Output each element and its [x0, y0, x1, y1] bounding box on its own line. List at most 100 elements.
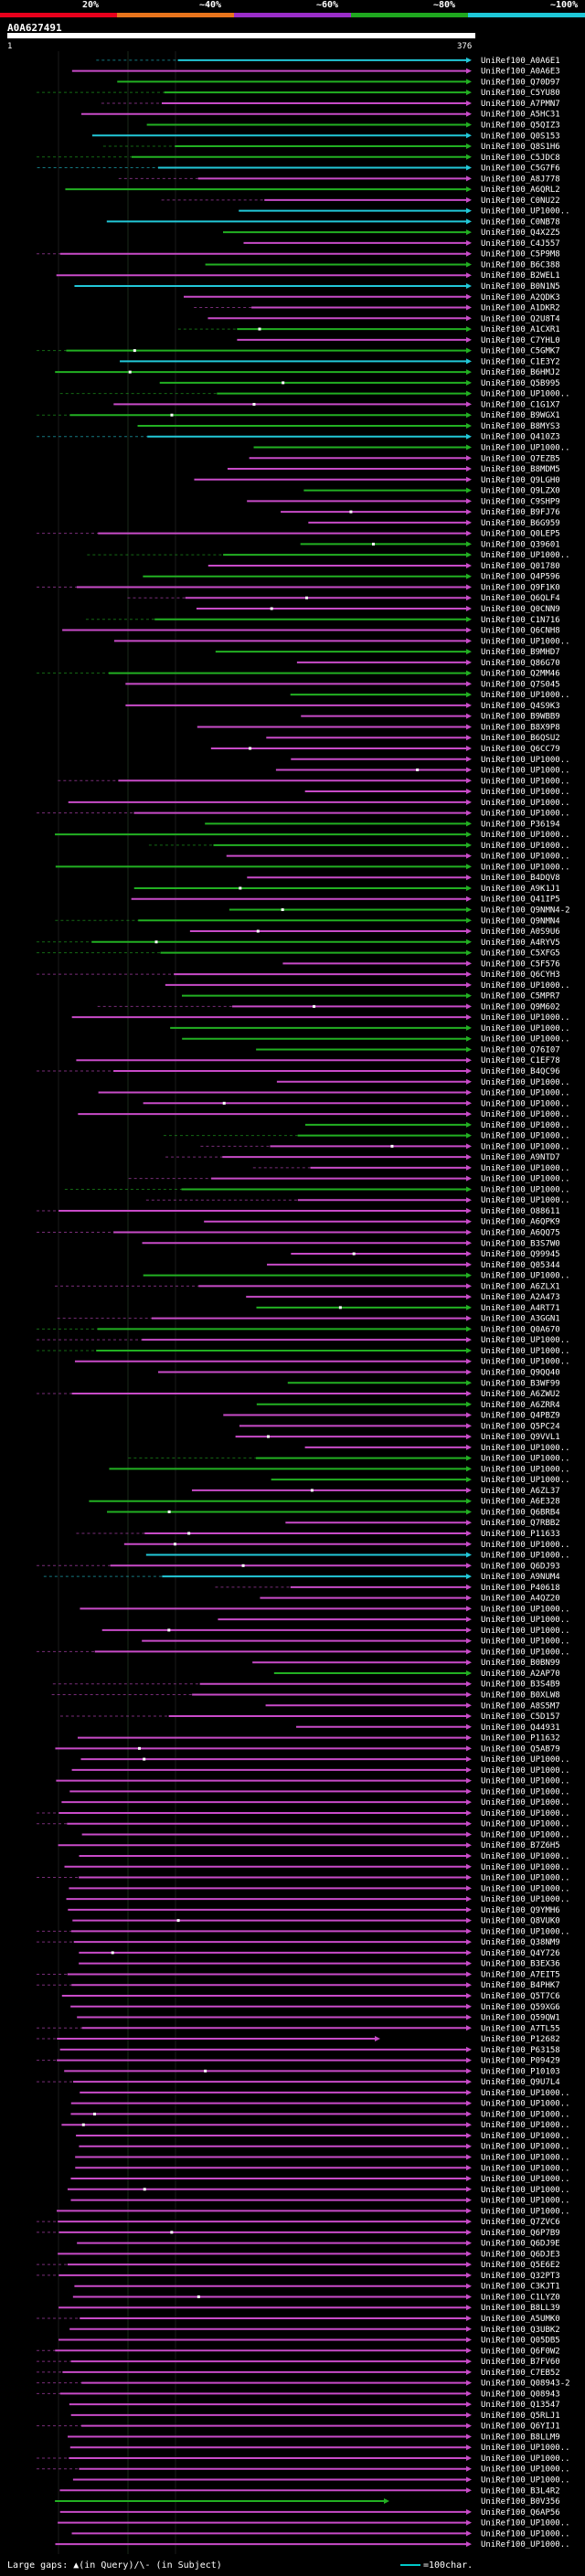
hit-label[interactable]: UniRef100_UP1000..	[481, 767, 570, 776]
hit-label[interactable]: UniRef100_UP1000..	[481, 2175, 570, 2184]
hit-label[interactable]: UniRef100_B3S7W0	[481, 1239, 560, 1248]
hit-label[interactable]: UniRef100_UP1000..	[481, 799, 570, 808]
hit-label[interactable]: UniRef100_A6E328	[481, 1498, 560, 1507]
hit-label[interactable]: UniRef100_Q9NMN4-2	[481, 906, 570, 915]
hit-label[interactable]: UniRef100_UP1000..	[481, 2540, 570, 2549]
hit-label[interactable]: UniRef100_A7EIT5	[481, 1970, 560, 1979]
hit-label[interactable]: UniRef100_UP1000..	[481, 1648, 570, 1657]
hit-label[interactable]: UniRef100_Q44931	[481, 1723, 560, 1733]
hit-label[interactable]: UniRef100_B8MYS3	[481, 422, 560, 431]
hit-label[interactable]: UniRef100_UP1000..	[481, 1809, 570, 1818]
hit-label[interactable]: UniRef100_P12682	[481, 2035, 560, 2044]
hit-label[interactable]: UniRef100_A8S5M7	[481, 1701, 560, 1711]
hit-label[interactable]: UniRef100_B8MDM5	[481, 465, 560, 474]
hit-label[interactable]: UniRef100_A8J778	[481, 175, 560, 184]
hit-label[interactable]: UniRef100_Q5B995	[481, 379, 560, 388]
hit-label[interactable]: UniRef100_B3S4B9	[481, 1680, 560, 1690]
hit-label[interactable]: UniRef100_UP1000..	[481, 1272, 570, 1281]
hit-label[interactable]: UniRef100_Q7EZB5	[481, 454, 560, 463]
hit-label[interactable]: UniRef100_C7YHL0	[481, 336, 560, 345]
hit-label[interactable]: UniRef100_C9SHP9	[481, 497, 560, 506]
hit-label[interactable]: UniRef100_A5UMK0	[481, 2315, 560, 2324]
hit-label[interactable]: UniRef100_A9K1J1	[481, 885, 560, 894]
hit-label[interactable]: UniRef100_UP1000..	[481, 1874, 570, 1883]
hit-label[interactable]: UniRef100_C1N716	[481, 616, 560, 625]
hit-label[interactable]: UniRef100_B2WEL1	[481, 271, 560, 281]
hit-label[interactable]: UniRef100_Q5RLJ1	[481, 2412, 560, 2421]
hit-label[interactable]: UniRef100_B9WBB9	[481, 713, 560, 722]
hit-label[interactable]: UniRef100_UP1000..	[481, 1142, 570, 1151]
hit-label[interactable]: UniRef100_UP1000..	[481, 1121, 570, 1130]
hit-label[interactable]: UniRef100_B3EX36	[481, 1960, 560, 1969]
hit-label[interactable]: UniRef100_UP1000..	[481, 2121, 570, 2130]
hit-label[interactable]: UniRef100_P36194	[481, 820, 560, 829]
hit-label[interactable]: UniRef100_UP1000..	[481, 444, 570, 453]
hit-label[interactable]: UniRef100_UP1000..	[481, 1777, 570, 1786]
hit-label[interactable]: UniRef100_C5MPR7	[481, 992, 560, 1002]
hit-label[interactable]: UniRef100_B7FV60	[481, 2358, 560, 2367]
hit-label[interactable]: UniRef100_Q0LEP5	[481, 530, 560, 539]
hit-label[interactable]: UniRef100_C1E3Y2	[481, 357, 560, 366]
hit-label[interactable]: UniRef100_UP1000..	[481, 1185, 570, 1194]
hit-label[interactable]: UniRef100_P11632	[481, 1734, 560, 1744]
hit-label[interactable]: UniRef100_B6HMJ2	[481, 368, 560, 377]
hit-label[interactable]: UniRef100_B4PHK7	[481, 1981, 560, 1990]
hit-label[interactable]: UniRef100_Q7ZVC6	[481, 2218, 560, 2227]
hit-label[interactable]: UniRef100_Q32PT3	[481, 2272, 560, 2281]
hit-label[interactable]: UniRef100_B4DQV8	[481, 874, 560, 883]
hit-label[interactable]: UniRef100_UP1000..	[481, 2089, 570, 2098]
hit-label[interactable]: UniRef100_Q4X2Z5	[481, 228, 560, 238]
hit-label[interactable]: UniRef100_C4J557	[481, 239, 560, 249]
hit-label[interactable]: UniRef100_B6C388	[481, 260, 560, 270]
hit-label[interactable]: UniRef100_Q4S9K3	[481, 702, 560, 711]
hit-label[interactable]: UniRef100_A1DKR2	[481, 304, 560, 313]
hit-label[interactable]: UniRef100_B0XLW8	[481, 1691, 560, 1701]
hit-label[interactable]: UniRef100_UP1000..	[481, 2476, 570, 2486]
hit-label[interactable]: UniRef100_B3WF99	[481, 1379, 560, 1388]
hit-label[interactable]: UniRef100_UP1000..	[481, 1444, 570, 1453]
hit-label[interactable]: UniRef100_UP1000..	[481, 1455, 570, 1464]
hit-label[interactable]: UniRef100_A4RYV5	[481, 938, 560, 948]
hit-label[interactable]: UniRef100_UP1000..	[481, 2519, 570, 2528]
hit-label[interactable]: UniRef100_UP1000..	[481, 842, 570, 851]
hit-label[interactable]: UniRef100_UP1000..	[481, 1766, 570, 1776]
hit-label[interactable]: UniRef100_UP1000..	[481, 1336, 570, 1345]
hit-label[interactable]: UniRef100_Q59XG6	[481, 2003, 560, 2012]
hit-label[interactable]: UniRef100_UP1000..	[481, 2197, 570, 2206]
hit-label[interactable]: UniRef100_B6QSU2	[481, 734, 560, 743]
hit-label[interactable]: UniRef100_C0NU22	[481, 196, 560, 206]
hit-label[interactable]: UniRef100_C5XFG5	[481, 949, 560, 959]
hit-label[interactable]: UniRef100_Q6DJ93	[481, 1562, 560, 1571]
hit-label[interactable]: UniRef100_Q9LZX0	[481, 487, 560, 496]
hit-label[interactable]: UniRef100_UP1000..	[481, 1820, 570, 1829]
hit-label[interactable]: UniRef100_Q6CNH8	[481, 627, 560, 636]
hit-label[interactable]: UniRef100_UP1000..	[481, 390, 570, 399]
hit-label[interactable]: UniRef100_Q5QIZ3	[481, 121, 560, 130]
hit-label[interactable]: UniRef100_Q8VUK0	[481, 1917, 560, 1926]
hit-label[interactable]: UniRef100_UP1000..	[481, 1541, 570, 1550]
hit-label[interactable]: UniRef100_A3GGN1	[481, 1315, 560, 1324]
hit-label[interactable]: UniRef100_A7TL55	[481, 2024, 560, 2033]
hit-label[interactable]: UniRef100_Q4Y726	[481, 1949, 560, 1958]
hit-label[interactable]: UniRef100_UP1000..	[481, 1755, 570, 1765]
hit-label[interactable]: UniRef100_Q41IP5	[481, 896, 560, 905]
hit-label[interactable]: UniRef100_UP1000..	[481, 1627, 570, 1636]
hit-label[interactable]: UniRef100_Q76I07	[481, 1045, 560, 1055]
hit-label[interactable]: UniRef100_UP1000..	[481, 810, 570, 819]
hit-label[interactable]: UniRef100_UP1000..	[481, 1347, 570, 1356]
hit-label[interactable]: UniRef100_Q0A670	[481, 1325, 560, 1334]
hit-label[interactable]: UniRef100_Q13547	[481, 2401, 560, 2410]
hit-label[interactable]: UniRef100_UP1000..	[481, 756, 570, 765]
hit-label[interactable]: UniRef100_B8LLM9	[481, 2433, 560, 2442]
hit-label[interactable]: UniRef100_UP1000..	[481, 777, 570, 786]
hit-label[interactable]: UniRef100_Q6DJ9E	[481, 2240, 560, 2249]
hit-label[interactable]: UniRef100_P63158	[481, 2046, 560, 2055]
hit-label[interactable]: UniRef100_A9NTD7	[481, 1153, 560, 1162]
hit-label[interactable]: UniRef100_A6QPK9	[481, 1218, 560, 1227]
hit-label[interactable]: UniRef100_UP1000..	[481, 1798, 570, 1807]
hit-label[interactable]: UniRef100_A0A6E3	[481, 68, 560, 77]
hit-label[interactable]: UniRef100_A2AP70	[481, 1670, 560, 1679]
hit-label[interactable]: UniRef100_Q70D97	[481, 78, 560, 87]
hit-label[interactable]: UniRef100_B0BN99	[481, 1659, 560, 1668]
hit-label[interactable]: UniRef100_UP1000..	[481, 2454, 570, 2464]
